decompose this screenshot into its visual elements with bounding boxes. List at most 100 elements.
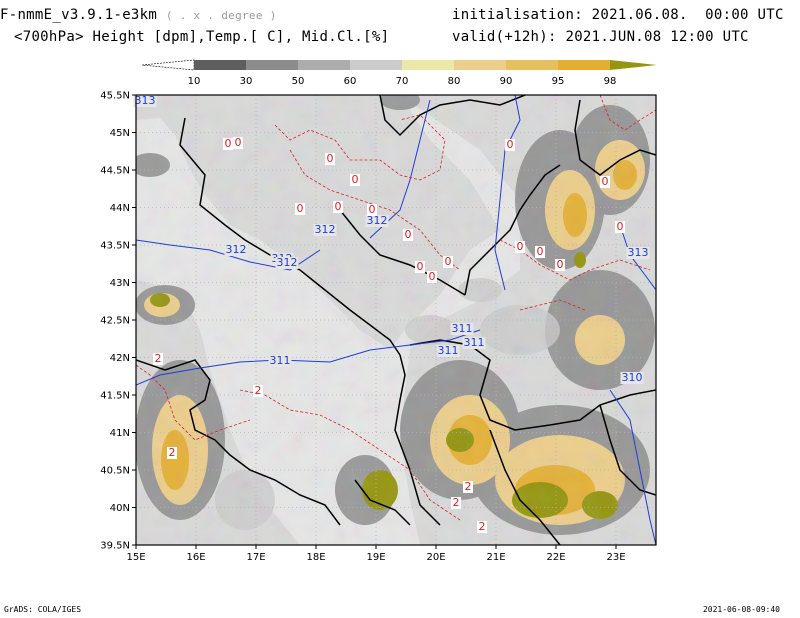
label-backdrop: [443, 256, 453, 268]
lon-label: 20E: [426, 552, 445, 563]
temp-contour-label: 0: [297, 202, 304, 215]
temp-contour-label: 0: [507, 138, 514, 151]
temp-contour-label: 0: [557, 258, 564, 271]
lat-label: 43.5N: [100, 241, 130, 252]
lat-label: 44N: [110, 203, 130, 214]
lat-label: 41.5N: [100, 391, 130, 402]
label-backdrop: [620, 372, 644, 384]
label-backdrop: [365, 215, 389, 227]
colorbar-swatch: [454, 60, 506, 70]
colorbar-label: 80: [448, 76, 461, 87]
colorbar-swatch: [558, 60, 610, 70]
height-contour-label: 311: [452, 322, 473, 335]
lon-label: 16E: [186, 552, 205, 563]
lat-label: 45N: [110, 128, 130, 139]
label-backdrop: [133, 95, 157, 107]
height-contour-label: 312: [277, 256, 298, 269]
height-contour-label: 312: [315, 223, 336, 236]
lon-label: 19E: [366, 552, 385, 563]
temp-contour-label: 0: [405, 228, 412, 241]
label-backdrop: [626, 247, 650, 259]
height-contour-label: 313: [628, 246, 649, 259]
label-backdrop: [436, 345, 460, 357]
label-backdrop: [463, 481, 473, 493]
lat-label: 41N: [110, 428, 130, 439]
label-backdrop: [275, 257, 299, 269]
lon-label: 21E: [486, 552, 505, 563]
lat-label: 42N: [110, 353, 130, 364]
model-name: F-nmmE_v3.9.1-e3km: [0, 7, 158, 23]
label-backdrop: [600, 176, 610, 188]
longitude-labels: 15E 16E 17E 18E 19E 20E 21E 22E 23E: [126, 545, 626, 563]
colorbar-swatch: [194, 60, 246, 70]
label-backdrop: [451, 497, 461, 509]
lat-label: 42.5N: [100, 316, 130, 327]
label-backdrop: [223, 138, 233, 150]
colorbar-swatch: [610, 60, 657, 70]
temp-contour-label: 2: [479, 520, 486, 533]
degree-note: ( . x . degree ): [165, 9, 277, 22]
lat-label: 40.5N: [100, 466, 130, 477]
height-contour-label: 311: [270, 354, 291, 367]
label-backdrop: [555, 259, 565, 271]
colorbar-swatch: [402, 60, 454, 70]
lon-label: 23E: [606, 552, 625, 563]
lon-label: 15E: [126, 552, 145, 563]
temp-contour-label: 0: [517, 240, 524, 253]
model-title: F-nmmE_v3.9.1-e3km ( . x . degree ): [0, 7, 277, 23]
temp-contour-label: 2: [453, 496, 460, 509]
temp-contour-label: 2: [465, 480, 472, 493]
label-backdrop: [224, 244, 248, 256]
height-contour-label: 311: [438, 344, 459, 357]
label-backdrop: [167, 447, 177, 459]
mid-cloud-cover-patches: [136, 95, 656, 545]
label-backdrop: [233, 137, 243, 149]
footer-timestamp: 2021-06-08-09:40: [702, 605, 780, 614]
label-backdrop: [295, 203, 305, 215]
colorbar-label: 90: [500, 76, 513, 87]
lat-label: 44.5N: [100, 166, 130, 177]
colorbar-swatch: [350, 60, 402, 70]
lat-label: 40N: [110, 503, 130, 514]
label-backdrop: [153, 353, 163, 365]
temp-contour-label: 0: [369, 203, 376, 216]
label-backdrop: [515, 241, 525, 253]
colorbar-label: 30: [240, 76, 253, 87]
colorbar-label: 95: [552, 76, 565, 87]
label-backdrop: [477, 521, 487, 533]
label-backdrop: [253, 385, 263, 397]
height-contour-label: 310: [622, 371, 643, 384]
height-contour-label: 311: [464, 336, 485, 349]
latitude-labels: 45.5N 45N 44.5N 44N 43.5N 43N 42.5N 42N 41.5N 41N…: [100, 91, 136, 552]
colorbar-label: 60: [344, 76, 357, 87]
temp-contour-label: 0: [335, 200, 342, 213]
coastlines-borders: [136, 95, 656, 545]
label-backdrop: [535, 246, 545, 258]
temp-contour-label: 0: [225, 137, 232, 150]
temp-contour-label: 0: [429, 270, 436, 283]
label-backdrop: [325, 153, 335, 165]
temp-contour-label: 0: [445, 255, 452, 268]
temp-contour-label: 0: [537, 245, 544, 258]
temp-contour-label: 2: [169, 446, 176, 459]
height-contour-label: 313: [135, 94, 156, 107]
temp-contour-label: 0: [352, 173, 359, 186]
label-backdrop: [313, 224, 337, 236]
label-backdrop: [367, 204, 377, 216]
label-backdrop: [403, 229, 413, 241]
height-contour-labels: 313312312312312312311311311311310313: [133, 94, 650, 384]
label-backdrop: [350, 174, 360, 186]
lon-label: 22E: [546, 552, 565, 563]
height-contour-label: 312: [226, 243, 247, 256]
label-backdrop: [415, 261, 425, 273]
temp-contour-label: 2: [155, 352, 162, 365]
lat-lon-grid: [136, 95, 656, 545]
colorbar-swatch: [506, 60, 558, 70]
lon-label: 17E: [246, 552, 265, 563]
valid-time: valid(+12h): 2021.JUN.08 12:00 UTC: [452, 29, 749, 45]
label-backdrop: [268, 355, 292, 367]
label-backdrop: [615, 221, 625, 233]
cloud-cover-colorbar: 10 30 50 60 70 80 90 95 98: [142, 59, 657, 87]
lat-label: 43N: [110, 278, 130, 289]
temp-contour-label: 0: [235, 136, 242, 149]
